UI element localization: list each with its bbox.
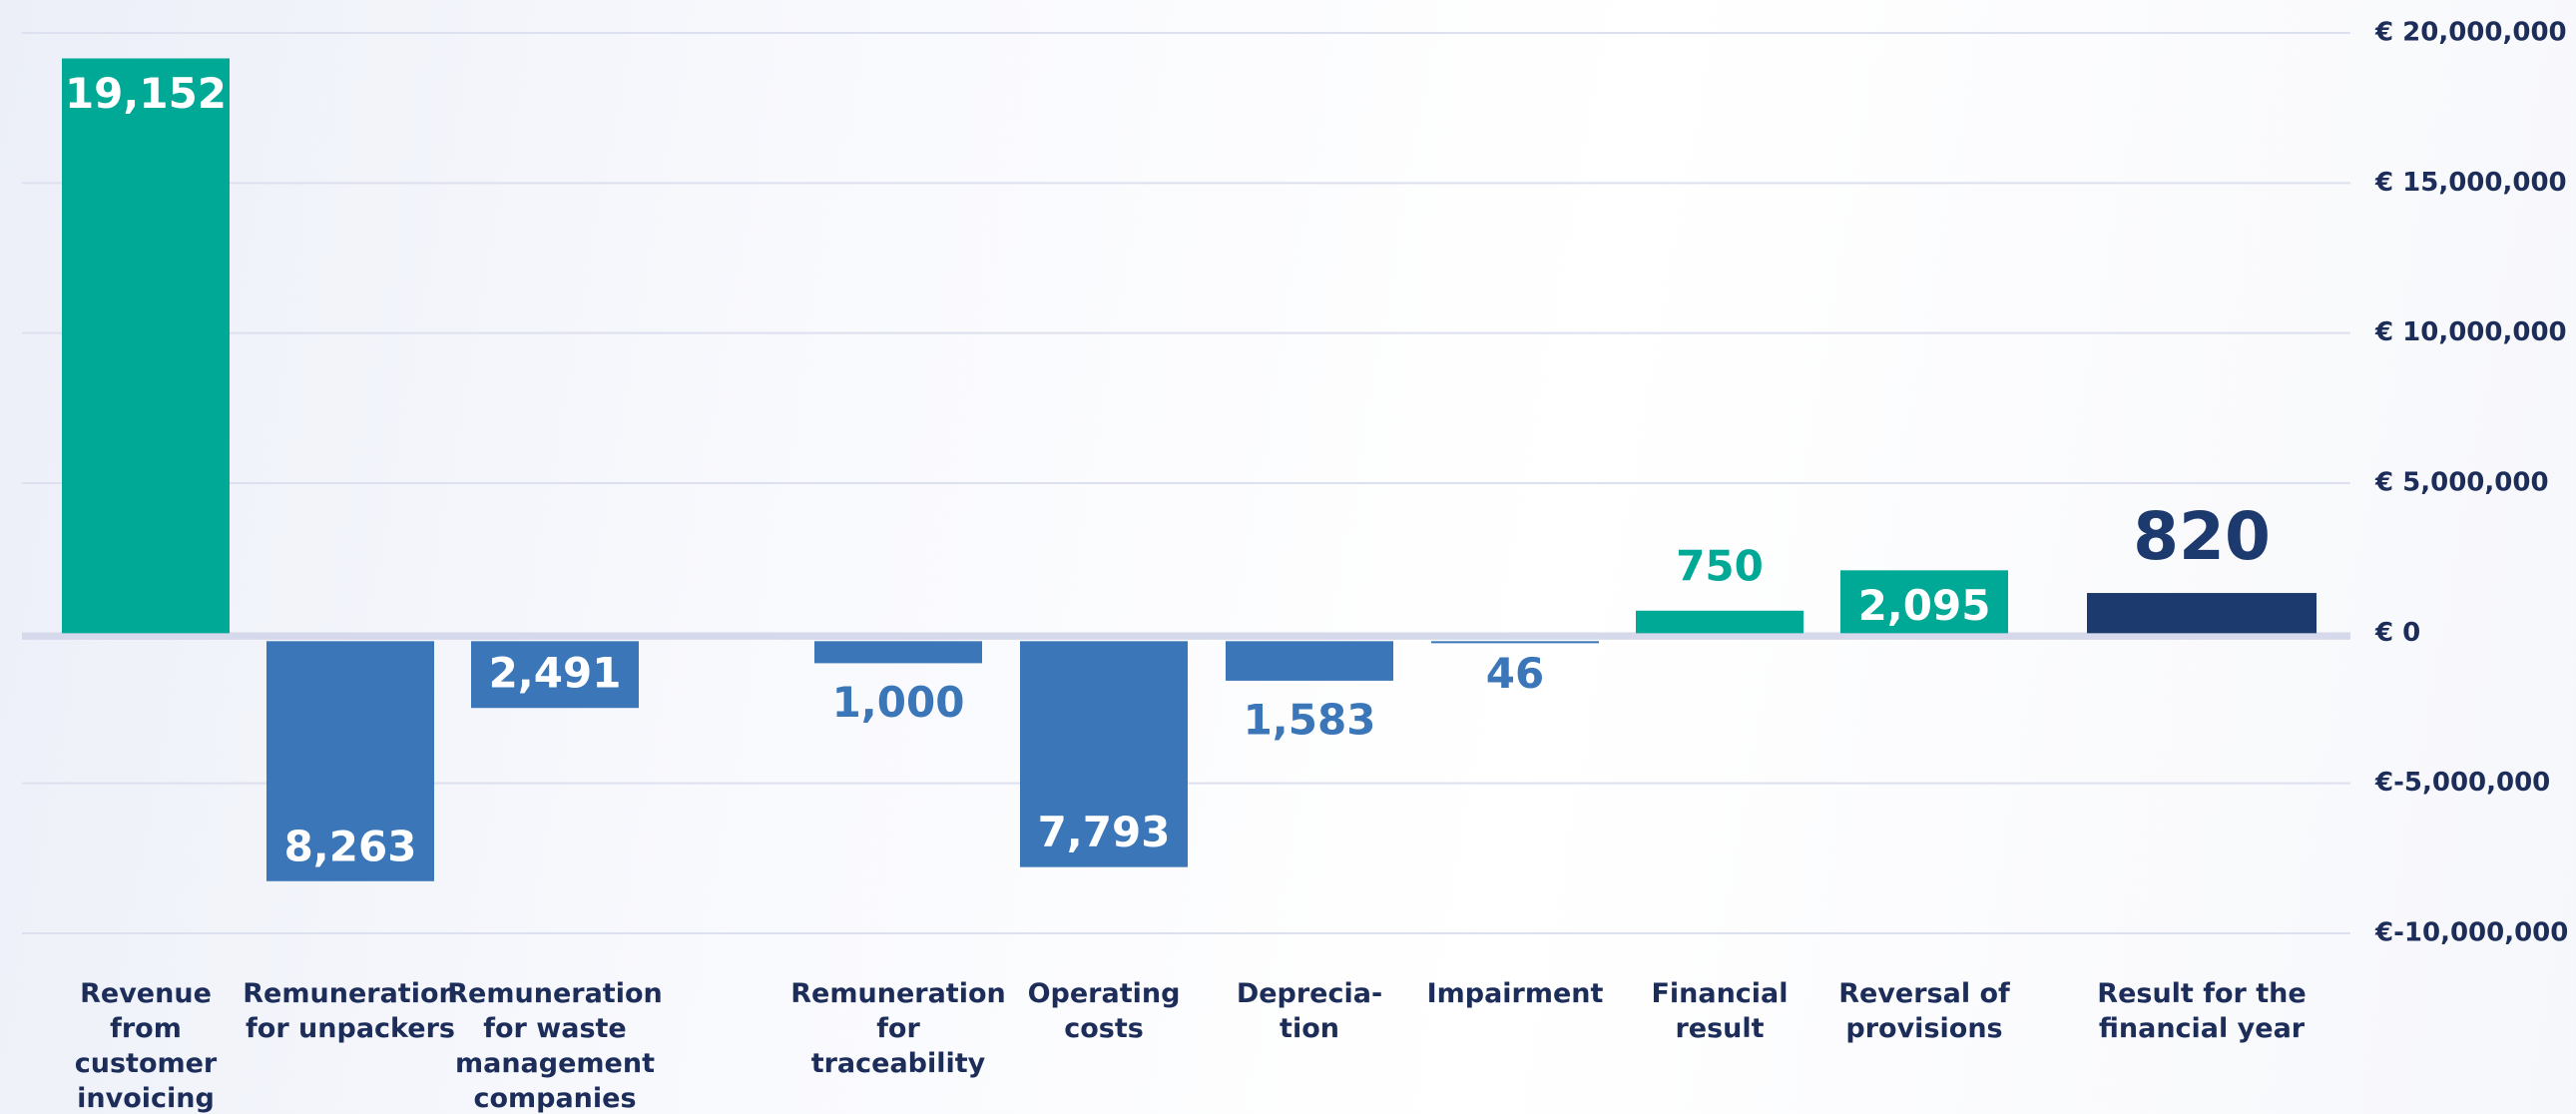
bar [814, 641, 982, 664]
data-label: 1,000 [832, 678, 965, 727]
y-tick-label: € 10,000,000 [2374, 317, 2567, 347]
y-tick-label: € 15,000,000 [2374, 168, 2567, 198]
x-tick-label: Impairment [1426, 978, 1604, 1009]
bar [1226, 641, 1393, 681]
bar [1431, 641, 1599, 644]
data-label: 1,583 [1244, 695, 1376, 744]
bar [62, 58, 230, 634]
x-tick-label: Revenue from customer invoicing [74, 978, 218, 1114]
x-tick-label: Result for the financial year [2097, 978, 2307, 1044]
bar [1840, 570, 2008, 634]
data-label: 820 [2133, 498, 2271, 575]
x-tick-label: Reversal of provisions [1838, 978, 2010, 1044]
data-label: 7,793 [1038, 808, 1171, 856]
data-label: 2,095 [1858, 581, 1991, 630]
x-tick-label: Operating costs [1027, 978, 1181, 1044]
data-label: 750 [1676, 541, 1764, 590]
x-tick-label: Deprecia- tion [1236, 978, 1383, 1044]
x-tick-label: Remuneration for unpackers [243, 978, 458, 1044]
bar [471, 641, 639, 709]
bar [1020, 641, 1188, 867]
bar [2087, 593, 2317, 634]
data-label: 46 [1486, 649, 1544, 698]
x-tick-label: Financial result [1651, 978, 1789, 1044]
data-label: 8,263 [284, 822, 417, 870]
y-tick-label: € 0 [2374, 618, 2420, 648]
y-tick-label: € 20,000,000 [2374, 18, 2567, 48]
data-label: 2,491 [489, 649, 622, 698]
y-tick-label: € 5,000,000 [2374, 468, 2549, 498]
x-tick-label: Remuneration for traceability [790, 978, 1006, 1079]
y-tick-label: €-10,000,000 [2374, 918, 2568, 948]
bar [1636, 610, 1803, 634]
bar [266, 641, 434, 881]
x-tick-label: Remuneration for waste management compan… [447, 978, 663, 1114]
y-tick-label: €-5,000,000 [2374, 768, 2550, 798]
data-label: 19,152 [65, 69, 227, 118]
